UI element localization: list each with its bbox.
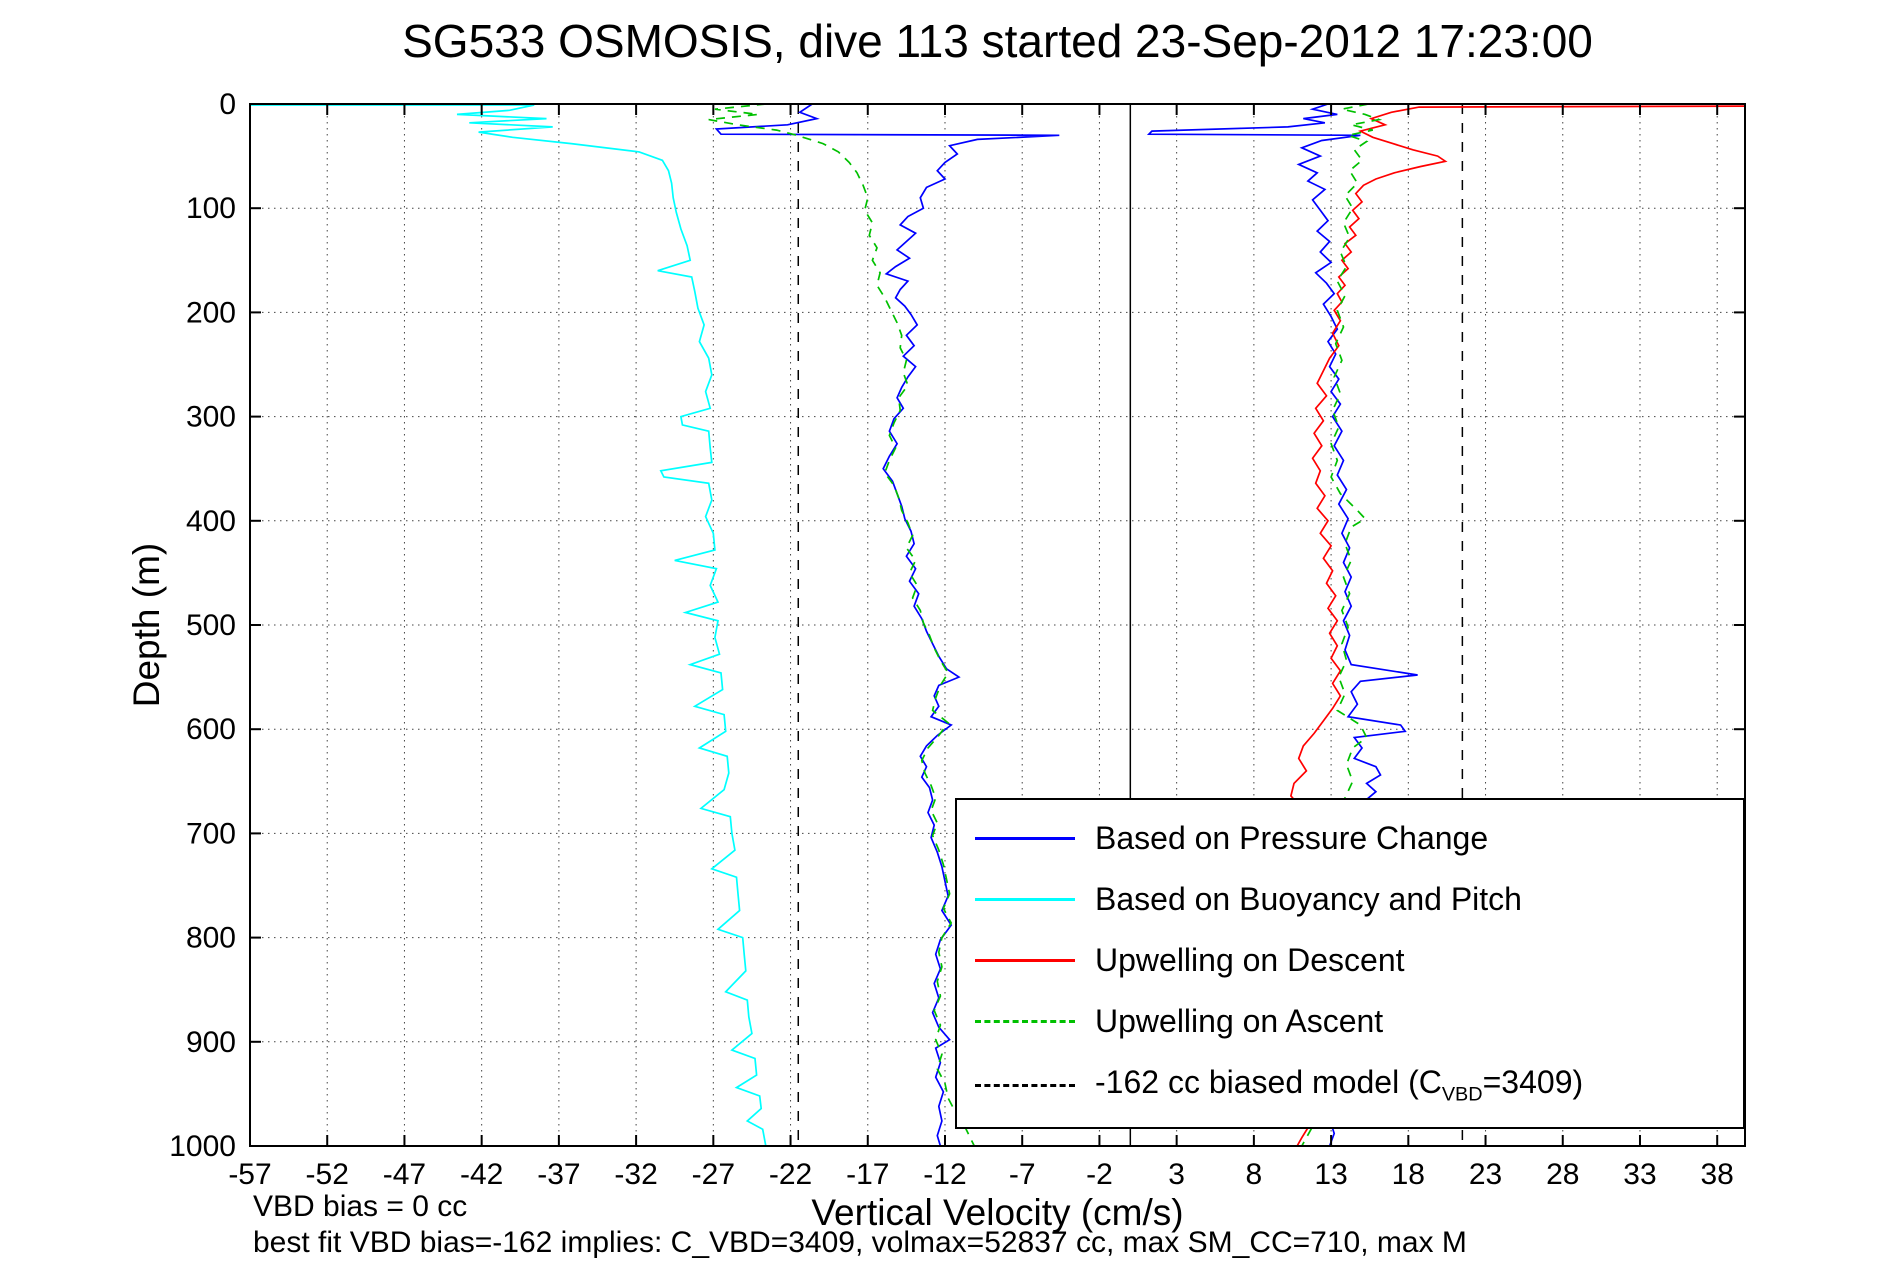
y-tick-label: 0 xyxy=(219,88,236,121)
x-tick-label: -12 xyxy=(923,1158,966,1191)
legend-label: Upwelling on Ascent xyxy=(1095,1003,1384,1040)
legend-line-sample-cyan xyxy=(975,898,1075,902)
y-tick-label: 800 xyxy=(186,922,236,955)
tick-marks xyxy=(249,103,1745,1147)
legend-item-upwelling-descent: Upwelling on Descent xyxy=(975,942,1735,979)
y-tick-label: 300 xyxy=(186,401,236,434)
y-tick-label: 200 xyxy=(186,296,236,329)
y-tick-label: 500 xyxy=(186,609,236,642)
series-line-pressure-descent xyxy=(714,104,1060,1146)
y-tick-label: 100 xyxy=(186,192,236,225)
x-tick-label: -57 xyxy=(228,1158,271,1191)
legend-label: -162 cc biased model (CVBD=3409) xyxy=(1095,1064,1584,1106)
y-tick-label: 900 xyxy=(186,1026,236,1059)
x-tick-label: -2 xyxy=(1086,1158,1113,1191)
legend-label: Upwelling on Descent xyxy=(1095,942,1405,979)
y-axis-label: Depth (m) xyxy=(126,542,167,708)
legend-line-sample-red xyxy=(975,959,1075,963)
y-tick-label: 600 xyxy=(186,713,236,746)
legend-item-upwelling-ascent: Upwelling on Ascent xyxy=(975,1003,1735,1040)
x-tick-label: -27 xyxy=(692,1158,735,1191)
x-tick-label: -52 xyxy=(306,1158,349,1191)
x-tick-label: 23 xyxy=(1469,1158,1502,1191)
legend-line-sample-black-dashed xyxy=(975,1084,1075,1088)
x-tick-label: 33 xyxy=(1623,1158,1656,1191)
tick-labels: -57 -52 -47 -42 -37 -32 -27 -22 -17 -12 -7 -2 3 8 13 18… xyxy=(169,88,1734,1191)
vbd-bias-note: VBD bias = 0 cc xyxy=(253,1190,468,1223)
legend-item-pressure: Based on Pressure Change xyxy=(975,820,1735,857)
y-tick-label: 1000 xyxy=(169,1130,236,1163)
x-tick-label: -22 xyxy=(769,1158,812,1191)
x-tick-label: 38 xyxy=(1701,1158,1734,1191)
x-axis-label: Vertical Velocity (cm/s) xyxy=(811,1192,1184,1233)
x-tick-label: 8 xyxy=(1246,1158,1263,1191)
legend-item-buoyancy: Based on Buoyancy and Pitch xyxy=(975,881,1735,918)
legend: Based on Pressure Change Based on Buoyan… xyxy=(955,798,1745,1129)
x-tick-label: -42 xyxy=(460,1158,503,1191)
x-tick-label: -47 xyxy=(383,1158,426,1191)
y-tick-label: 400 xyxy=(186,505,236,538)
legend-item-biased-model: -162 cc biased model (CVBD=3409) xyxy=(975,1064,1735,1106)
legend-line-sample-green xyxy=(975,1020,1075,1024)
series-line-buoyancy-descent xyxy=(250,104,767,1146)
x-tick-label: -32 xyxy=(614,1158,657,1191)
x-tick-label: -7 xyxy=(1009,1158,1036,1191)
chart-title: SG533 OSMOSIS, dive 113 started 23-Sep-2… xyxy=(402,15,1593,67)
legend-label: Based on Pressure Change xyxy=(1095,820,1489,857)
x-tick-label: -17 xyxy=(846,1158,889,1191)
x-tick-label: -37 xyxy=(537,1158,580,1191)
x-tick-label: 28 xyxy=(1546,1158,1579,1191)
legend-line-sample-blue xyxy=(975,837,1075,841)
best-fit-note: best fit VBD bias=-162 implies: C_VBD=34… xyxy=(253,1226,1467,1259)
y-tick-label: 700 xyxy=(186,817,236,850)
x-tick-label: 18 xyxy=(1392,1158,1425,1191)
series-line-upwelling-ascent-left xyxy=(708,104,976,1146)
x-tick-label: 13 xyxy=(1314,1158,1347,1191)
x-tick-label: 3 xyxy=(1168,1158,1185,1191)
legend-label: Based on Buoyancy and Pitch xyxy=(1095,881,1522,918)
